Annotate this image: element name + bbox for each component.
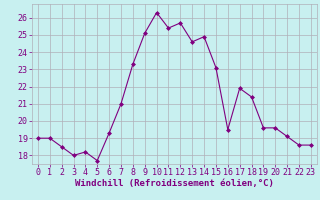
X-axis label: Windchill (Refroidissement éolien,°C): Windchill (Refroidissement éolien,°C) [75,179,274,188]
